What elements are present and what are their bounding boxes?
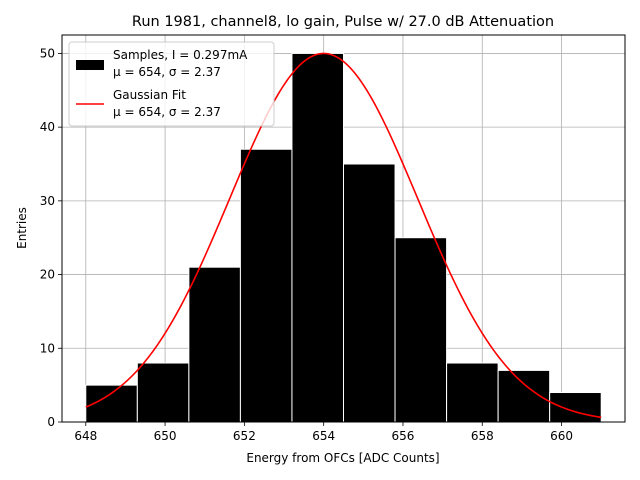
chart-title: Run 1981, channel8, lo gain, Pulse w/ 27… (132, 14, 554, 30)
x-tick-label: 656 (392, 429, 415, 443)
y-axis-label: Entries (15, 207, 29, 249)
x-tick-label: 652 (233, 429, 256, 443)
y-tick-label: 40 (40, 120, 55, 134)
y-tick-label: 20 (40, 268, 55, 282)
legend-box (68, 41, 275, 127)
x-tick-label: 654 (312, 429, 335, 443)
y-axis-ticks: 0 10 20 30 40 50 (40, 46, 62, 429)
legend-histogram-stats: μ = 654, σ = 2.37 (113, 65, 221, 79)
legend-fit-label: Gaussian Fit (113, 88, 186, 102)
x-axis-ticks: 648 650 652 654 656 658 660 (74, 422, 573, 443)
x-tick-label: 650 (154, 429, 177, 443)
plot-frame (61, 34, 626, 423)
y-tick-label: 0 (47, 415, 55, 429)
histogram-bar (291, 52, 344, 423)
legend-histogram-swatch (76, 60, 104, 70)
histogram-bar (497, 369, 551, 423)
y-tick-label: 10 (40, 341, 55, 355)
histogram-bar (188, 266, 241, 423)
histogram-bars (85, 52, 602, 423)
y-tick-label: 30 (40, 194, 55, 208)
y-tick-label: 50 (40, 46, 55, 60)
x-axis-label: Energy from OFCs [ADC Counts] (246, 451, 439, 465)
gaussian-fit-line (85, 52, 602, 419)
histogram-bar (446, 362, 499, 423)
histogram-bar (394, 237, 448, 423)
histogram-bar (549, 392, 602, 423)
legend: Samples, I = 0.297mA μ = 654, σ = 2.37 G… (68, 41, 275, 127)
x-tick-label: 660 (550, 429, 573, 443)
histogram-bar (136, 362, 190, 423)
x-tick-label: 648 (74, 429, 97, 443)
histogram-bar (343, 163, 396, 423)
x-tick-label: 658 (471, 429, 494, 443)
legend-histogram-label: Samples, I = 0.297mA (113, 48, 248, 62)
histogram-bar (239, 148, 293, 423)
legend-fit-stats: μ = 654, σ = 2.37 (113, 105, 221, 119)
